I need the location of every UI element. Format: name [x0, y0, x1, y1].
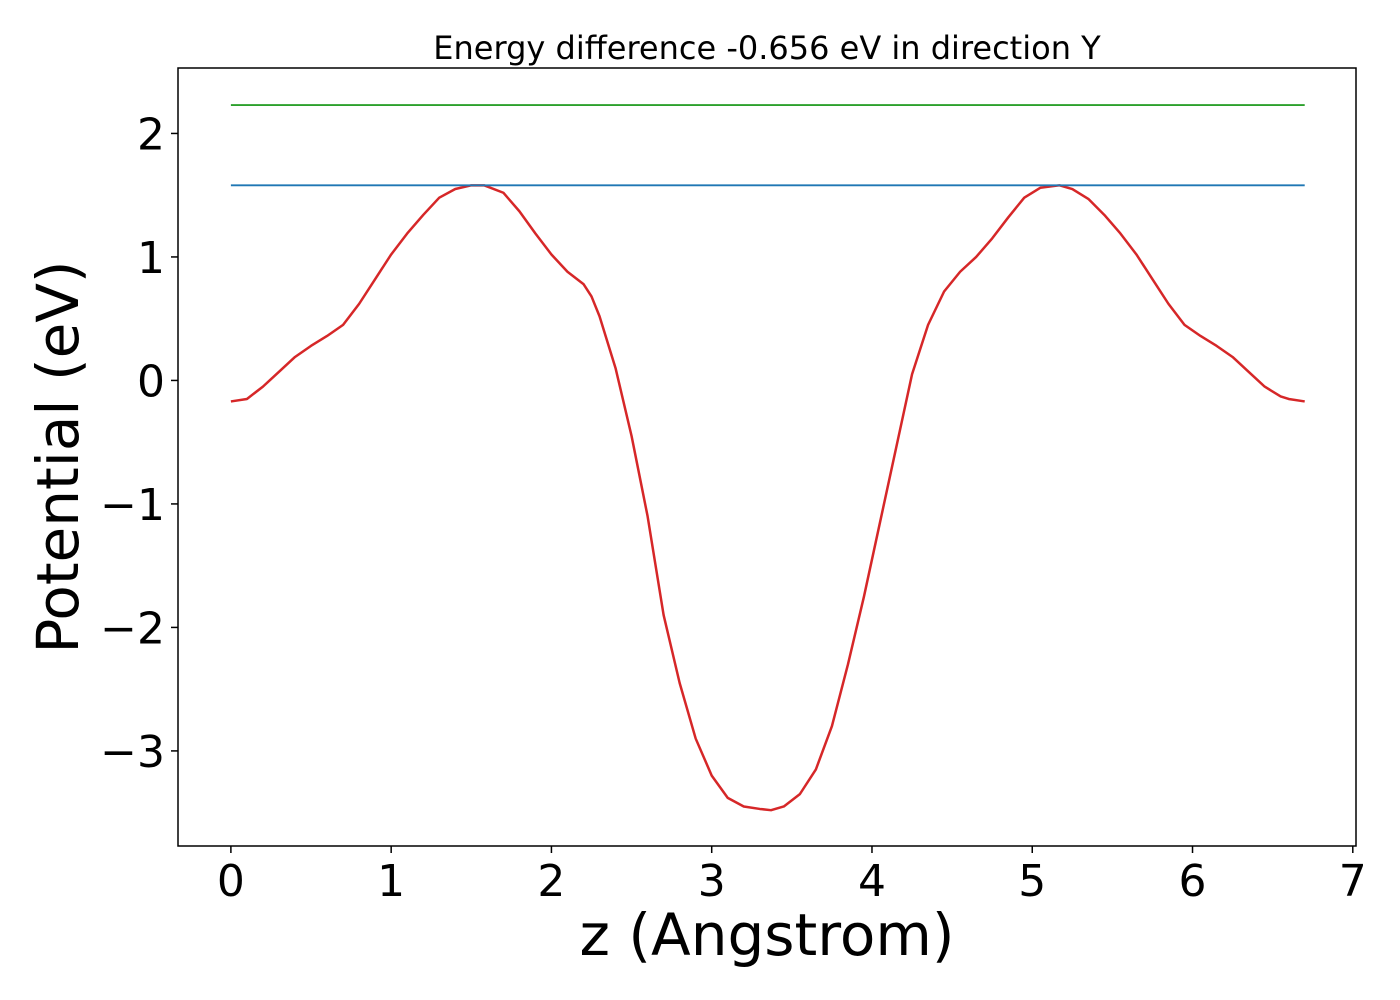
- y-tick-label: 0: [137, 356, 165, 407]
- series-line-0: [230, 184, 1305, 812]
- y-tick-label: −2: [100, 603, 165, 654]
- x-tick-label: 5: [1018, 856, 1046, 907]
- x-tick-label: 1: [377, 856, 405, 907]
- y-tick-label: −3: [100, 727, 165, 778]
- x-axis-label: z (Angstrom): [580, 901, 955, 969]
- chart-title: Energy difference -0.656 eV in direction…: [433, 29, 1101, 67]
- series-layer: [230, 104, 1305, 812]
- y-tick-label: −1: [100, 480, 165, 531]
- x-axis-ticks: 0 1 2 3 4 5 6 7: [217, 846, 1367, 907]
- y-tick-label: 1: [137, 233, 165, 284]
- x-tick-label: 7: [1339, 856, 1367, 907]
- x-tick-label: 4: [858, 856, 886, 907]
- x-tick-label: 6: [1179, 856, 1207, 907]
- plot-frame: [177, 67, 1357, 847]
- x-tick-label: 3: [698, 856, 726, 907]
- x-tick-label: 2: [537, 856, 565, 907]
- y-tick-label: 2: [137, 109, 165, 160]
- x-tick-label: 0: [217, 856, 245, 907]
- y-axis-label: Potential (eV): [24, 260, 92, 653]
- y-axis-ticks: 2 1 0 −1 −2 −3: [100, 109, 178, 778]
